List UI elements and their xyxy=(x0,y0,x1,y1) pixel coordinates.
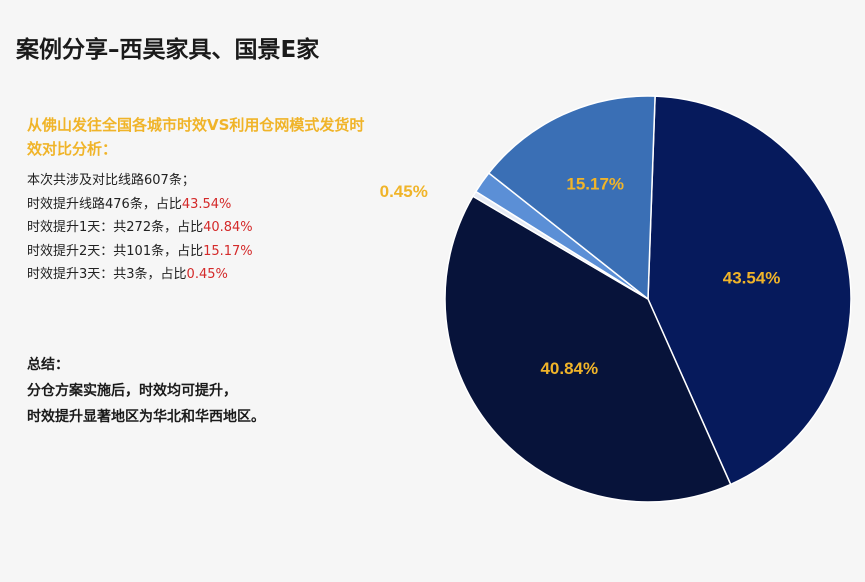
stats-percent: 15.17% xyxy=(203,243,253,259)
stats-line-2day: 时效提升2天：共101条，占比15.17% xyxy=(27,240,253,264)
stats-text: 本次共涉及对比线路607条； xyxy=(27,173,195,188)
page-title: 案例分享–西昊家具、国景E家 xyxy=(16,37,320,63)
pie-label-15-17: 15.17% xyxy=(566,174,624,193)
stats-percent: 43.54% xyxy=(181,196,232,212)
summary-line: 分仓方案实施后，时效均可提升， xyxy=(27,383,237,399)
summary-line: 时效提升显著地区为华北和华西地区。 xyxy=(27,409,265,425)
stats-line-total: 本次共涉及对比线路607条； xyxy=(27,169,253,193)
stats-text: 时效提升3天：共3条，占比 xyxy=(27,267,187,282)
analysis-heading: 从佛山发往全国各城市时效VS利用仓网模式发货时效对比分析： xyxy=(27,116,365,158)
stats-list: 本次共涉及对比线路607条； 时效提升线路476条，占比43.54% 时效提升1… xyxy=(27,169,253,287)
stats-line-improved: 时效提升线路476条，占比43.54% xyxy=(27,193,253,217)
stats-line-1day: 时效提升1天：共272条，占比40.84% xyxy=(27,216,253,240)
stats-text: 时效提升2天：共101条，占比 xyxy=(27,243,204,259)
pie-label-43-54: 43.54% xyxy=(723,268,781,287)
stats-line-3day: 时效提升3天：共3条，占比0.45% xyxy=(27,263,253,287)
pie-chart: 43.54% 40.84% 0.45% 15.17% xyxy=(380,95,852,503)
pie-slice-15-17 xyxy=(487,95,656,301)
pie-slice-40-84 xyxy=(444,195,732,503)
summary-heading: 总结： xyxy=(27,357,69,373)
stats-text: 时效提升线路476条，占比 xyxy=(27,196,182,212)
pie-label-40-84: 40.84% xyxy=(540,359,598,378)
stats-percent: 40.84% xyxy=(203,220,253,235)
stats-percent: 0.45% xyxy=(186,267,228,282)
summary-block: 总结： 分仓方案实施后，时效均可提升， 时效提升显著地区为华北和华西地区。 xyxy=(27,352,265,430)
pie-slice-43-54 xyxy=(647,95,852,486)
stats-text: 时效提升1天：共272条，占比 xyxy=(27,220,204,235)
pie-label-0-45: 0.45% xyxy=(380,182,428,201)
